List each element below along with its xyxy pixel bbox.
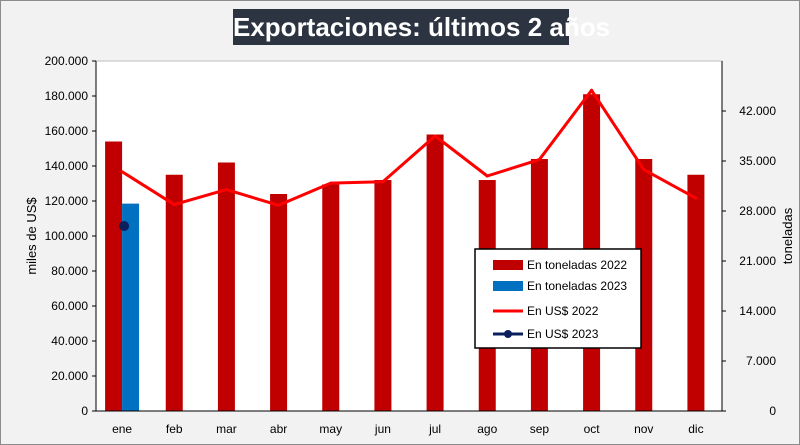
bar-toneladas-2022 bbox=[374, 180, 392, 411]
bar-layer bbox=[105, 94, 705, 411]
legend-label: En US$ 2022 bbox=[527, 304, 599, 318]
line-us-2022 bbox=[121, 88, 697, 207]
bar-toneladas-2022 bbox=[105, 141, 123, 411]
x-tick-label: jul bbox=[428, 422, 441, 436]
y-left-tick-label: 40.000 bbox=[51, 334, 88, 348]
bar-toneladas-2022 bbox=[322, 184, 340, 411]
point-us-2022 bbox=[381, 180, 385, 184]
legend-label: En US$ 2023 bbox=[527, 327, 599, 341]
y-right-tick-label: 0 bbox=[769, 404, 776, 418]
line-layer bbox=[119, 88, 698, 231]
y-left-tick-label: 100.000 bbox=[45, 229, 89, 243]
point-us-2022 bbox=[433, 134, 437, 138]
bar-toneladas-2022 bbox=[426, 134, 444, 411]
y-left-tick-label: 140.000 bbox=[45, 159, 89, 173]
x-tick-label: may bbox=[319, 422, 342, 436]
point-us-2022 bbox=[224, 188, 228, 192]
y-left-tick-label: 20.000 bbox=[51, 369, 88, 383]
legend-marker bbox=[504, 330, 512, 338]
y-right-tick-label: 21.000 bbox=[739, 254, 776, 268]
point-us-2022 bbox=[642, 168, 646, 172]
y-left-tick-label: 0 bbox=[81, 404, 88, 418]
bar-toneladas-2022 bbox=[687, 174, 705, 411]
y-right-tick-label: 7.000 bbox=[746, 354, 776, 368]
y-left-tick-label: 180.000 bbox=[45, 89, 89, 103]
point-us-2022 bbox=[590, 88, 594, 92]
y-right-tick-label: 42.000 bbox=[739, 104, 776, 118]
y-left-tick-label: 60.000 bbox=[51, 299, 88, 313]
x-tick-label: ene bbox=[112, 422, 132, 436]
point-us-2022 bbox=[120, 170, 124, 174]
point-us-2022 bbox=[537, 158, 541, 162]
plot-area bbox=[95, 60, 723, 412]
point-us-2022 bbox=[485, 174, 489, 178]
legend: En toneladas 2022 En toneladas 2023 En US$… bbox=[474, 248, 642, 349]
x-tick-label: mar bbox=[216, 422, 237, 436]
bar-toneladas-2022 bbox=[165, 174, 183, 411]
y-right-tick-label: 28.000 bbox=[739, 204, 776, 218]
legend-swatch bbox=[493, 281, 523, 291]
point-us-2022 bbox=[172, 203, 176, 207]
y-right-axis-title: toneladas bbox=[780, 207, 795, 264]
legend-swatch bbox=[493, 260, 523, 270]
point-us-2022 bbox=[277, 203, 281, 207]
x-tick-label: abr bbox=[270, 422, 287, 436]
x-tick-label: dic bbox=[688, 422, 703, 436]
x-tick-label: feb bbox=[166, 422, 183, 436]
bar-toneladas-2023 bbox=[122, 203, 140, 411]
x-tick-label: sep bbox=[530, 422, 550, 436]
y-left-tick-label: 120.000 bbox=[45, 194, 89, 208]
bar-toneladas-2022 bbox=[270, 194, 288, 411]
x-tick-label: oct bbox=[584, 422, 601, 436]
point-us-2022 bbox=[329, 181, 333, 185]
y-left-axis-title: miles de US$ bbox=[24, 197, 39, 275]
point-us-2022 bbox=[694, 196, 698, 200]
axes-layer: 0 20.000 40.000 60.000 80.000 100.000 120.000 1… bbox=[24, 54, 795, 436]
y-left-tick-label: 160.000 bbox=[45, 124, 89, 138]
legend-label: En toneladas 2023 bbox=[527, 279, 627, 293]
y-left-tick-label: 200.000 bbox=[45, 54, 89, 68]
chart-title: Exportaciones: últimos 2 años bbox=[233, 9, 610, 45]
legend-label: En toneladas 2022 bbox=[527, 258, 627, 272]
x-tick-label: nov bbox=[634, 422, 653, 436]
y-right-tick-label: 35.000 bbox=[739, 154, 776, 168]
y-left-tick-label: 80.000 bbox=[51, 264, 88, 278]
y-right-tick-label: 14.000 bbox=[739, 304, 776, 318]
point-us-2023 bbox=[119, 221, 130, 231]
x-tick-label: ago bbox=[477, 422, 497, 436]
bar-toneladas-2022 bbox=[217, 162, 235, 411]
x-tick-label: jun bbox=[374, 422, 391, 436]
